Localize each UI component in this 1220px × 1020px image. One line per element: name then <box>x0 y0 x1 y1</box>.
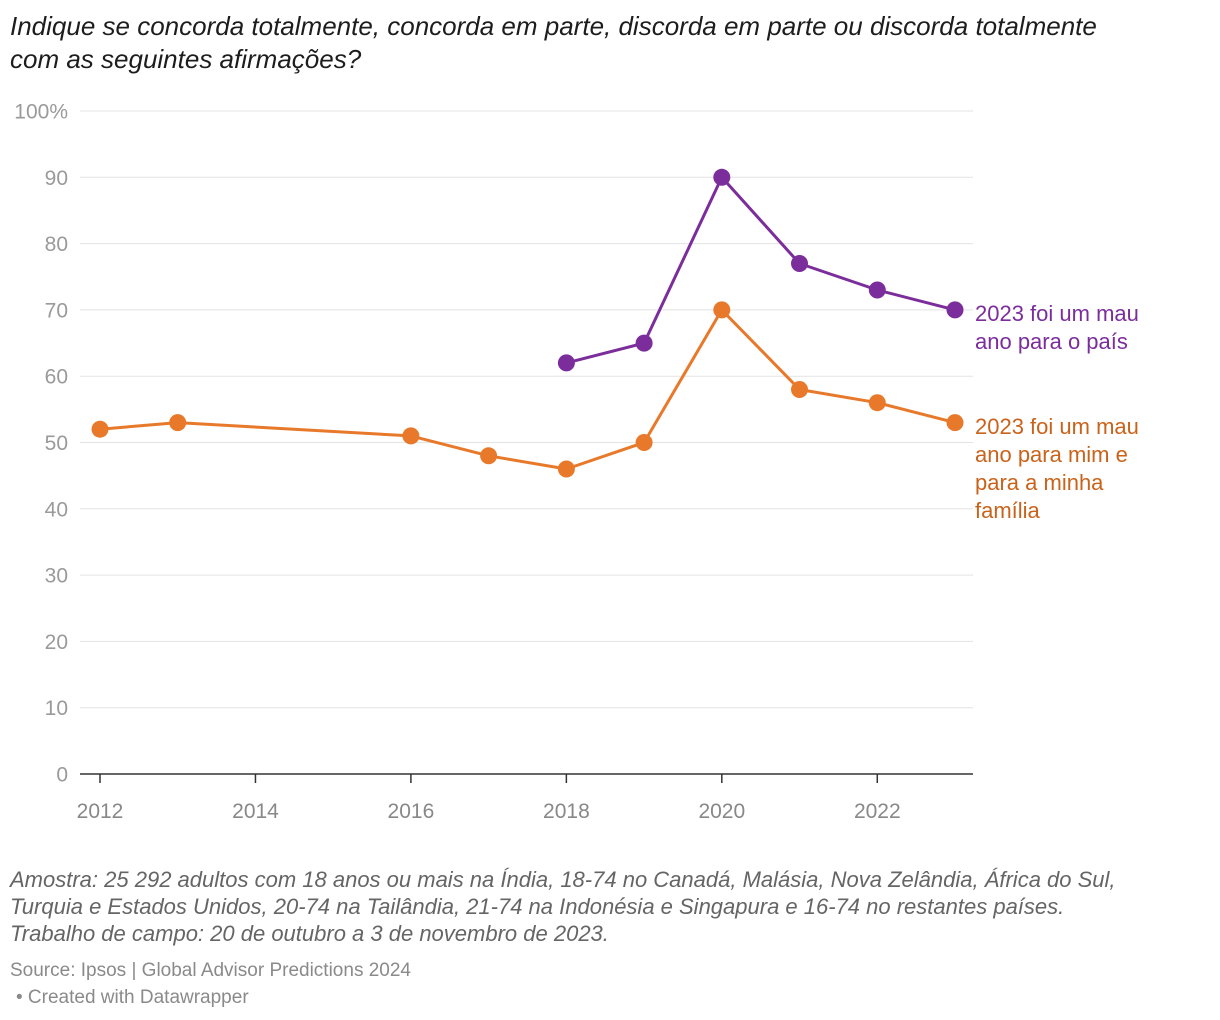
chart-notes: Amostra: 25 292 adultos com 18 anos ou m… <box>10 866 1170 947</box>
y-tick-label: 50 <box>45 432 68 455</box>
series-group-0 <box>557 168 964 372</box>
series-label-country: 2023 foi um mau ano para o país <box>975 300 1139 354</box>
data-point <box>402 427 420 445</box>
data-point <box>946 301 964 319</box>
y-tick-label: 90 <box>45 167 68 190</box>
datawrapper-credit-link[interactable]: • Created with Datawrapper <box>16 987 249 1008</box>
y-axis-labels: 0 10 20 30 40 50 60 70 80 90 100% <box>14 101 68 787</box>
data-point <box>557 354 575 372</box>
chart-title: Indique se concorda totalmente, concorda… <box>10 11 1097 74</box>
note-fieldwork: Trabalho de campo: 20 de outubro a 3 de … <box>10 921 609 946</box>
data-point <box>791 381 808 398</box>
data-point <box>557 460 575 478</box>
x-tick-label: 2016 <box>388 800 435 823</box>
y-tick-label: 70 <box>45 299 68 322</box>
source-line: Source: Ipsos | Global Advisor Predictio… <box>10 960 411 981</box>
data-point <box>635 334 653 352</box>
x-tick-label: 2014 <box>232 800 279 823</box>
series-line <box>98 308 957 471</box>
x-tick-label: 2018 <box>543 800 590 823</box>
data-point <box>480 447 498 465</box>
series-group-1 <box>91 301 964 478</box>
data-point <box>91 420 109 438</box>
series-line <box>564 175 957 365</box>
y-tick-label: 100% <box>14 101 68 124</box>
series-label-family: 2023 foi um mau ano para mim e para a mi… <box>975 413 1139 523</box>
data-point <box>713 301 731 319</box>
data-point <box>791 255 808 272</box>
y-tick-label: 30 <box>45 565 68 588</box>
data-point <box>946 414 964 432</box>
x-tick-label: 2020 <box>698 800 745 823</box>
y-tick-label: 60 <box>45 366 68 389</box>
data-point <box>713 168 731 186</box>
data-point <box>169 414 187 432</box>
y-tick-label: 20 <box>45 631 68 654</box>
x-tick-label: 2022 <box>854 800 901 823</box>
data-point <box>868 394 886 412</box>
y-tick-label: 10 <box>45 697 68 720</box>
y-tick-label: 0 <box>56 764 68 787</box>
chart-footer: Source: Ipsos | Global Advisor Predictio… <box>10 957 1110 1011</box>
data-point <box>635 434 653 451</box>
gridlines <box>80 110 973 709</box>
data-point <box>868 281 886 299</box>
x-tick-label: 2012 <box>77 800 124 823</box>
y-tick-label: 40 <box>45 498 68 521</box>
y-tick-label: 80 <box>45 233 68 256</box>
x-axis: 2012 2014 2016 2018 2020 2022 <box>77 773 973 823</box>
note-sample: Amostra: 25 292 adultos com 18 anos ou m… <box>10 867 1116 919</box>
